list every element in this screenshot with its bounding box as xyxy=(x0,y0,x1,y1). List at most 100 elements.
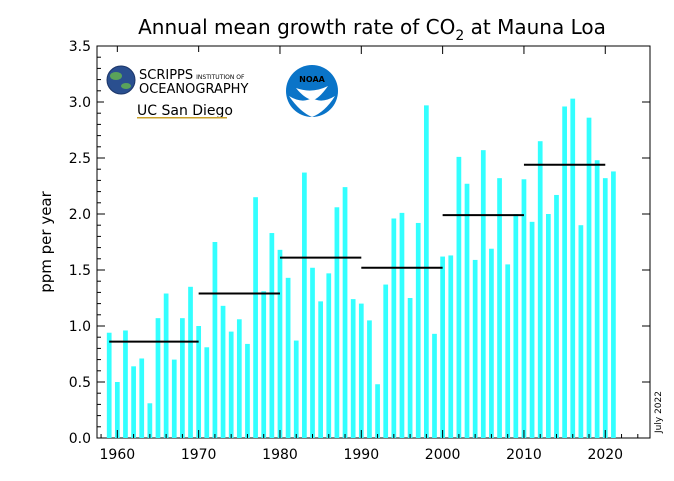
date-annotation: July 2022 xyxy=(654,391,664,434)
y-tick-label-1.5: 1.5 xyxy=(69,263,91,279)
noaa-logo: NOAA xyxy=(286,65,338,117)
x-tick-label-1970: 1970 xyxy=(181,447,217,463)
y-tick-label-2.5: 2.5 xyxy=(69,151,91,167)
bar-1983 xyxy=(302,172,307,438)
bar-1990 xyxy=(358,303,364,438)
y-tick-label-3.5: 3.5 xyxy=(69,39,91,55)
y-tick-label-0.0: 0.0 xyxy=(69,431,91,447)
bar-2003 xyxy=(464,183,470,438)
bar-2001 xyxy=(448,255,454,438)
bar-1964 xyxy=(147,403,153,438)
bar-2009 xyxy=(513,214,519,438)
noaa-logo-text: NOAA xyxy=(299,75,325,84)
globe-icon xyxy=(106,65,136,95)
bar-1994 xyxy=(391,218,397,438)
bar-1978 xyxy=(261,291,267,438)
bar-1976 xyxy=(245,343,250,438)
bar-2020 xyxy=(602,178,608,438)
bar-2006 xyxy=(489,248,494,438)
bar-1959 xyxy=(106,332,112,438)
bar-1972 xyxy=(212,242,218,438)
bar-2012 xyxy=(537,141,543,438)
bar-1980 xyxy=(277,249,283,438)
chart-title-subscript: 2 xyxy=(455,28,464,44)
scripps-logo: SCRIPPS INSTITUTION OF OCEANOGRAPHY UC Sa… xyxy=(104,52,256,124)
bar-2005 xyxy=(480,150,486,438)
scripps-logo-line1-text: SCRIPPS xyxy=(139,68,193,83)
scripps-logo-line2: OCEANOGRAPHY xyxy=(139,82,248,97)
x-tick-label-1980: 1980 xyxy=(262,447,298,463)
bar-1968 xyxy=(180,318,185,438)
ucsd-logo: UC San Diego xyxy=(137,103,233,119)
bar-1987 xyxy=(334,207,340,438)
bar-1992 xyxy=(375,384,380,438)
bar-1999 xyxy=(432,333,437,438)
plot-frame xyxy=(96,45,651,439)
bar-2007 xyxy=(497,178,502,438)
bar-1973 xyxy=(220,305,226,438)
decade-lines-group xyxy=(109,163,606,343)
y-tick-label-1.0: 1.0 xyxy=(69,319,91,335)
scripps-logo-line1-small: INSTITUTION OF xyxy=(196,74,245,81)
bar-2010 xyxy=(521,179,527,438)
chart-title-text: Annual mean growth rate of CO xyxy=(138,15,455,39)
bar-2014 xyxy=(554,194,559,438)
bar-1966 xyxy=(163,293,169,438)
chart-title-suffix: at Mauna Loa xyxy=(464,15,606,39)
bar-2011 xyxy=(529,221,535,438)
bar-2018 xyxy=(586,117,592,439)
bar-2019 xyxy=(594,160,600,439)
bar-1996 xyxy=(407,298,413,438)
bar-1985 xyxy=(318,301,323,438)
bar-1977 xyxy=(253,197,258,438)
bar-1960 xyxy=(114,382,120,438)
bar-1965 xyxy=(155,318,161,438)
bar-2004 xyxy=(472,259,478,438)
y-tick-label-2.0: 2.0 xyxy=(69,207,91,223)
y-tick-label-0.5: 0.5 xyxy=(69,375,91,391)
bar-1995 xyxy=(399,212,405,438)
x-tick-label-2020: 2020 xyxy=(587,447,623,463)
bars-group xyxy=(106,98,616,439)
bar-1971 xyxy=(204,347,210,438)
bar-1974 xyxy=(228,331,234,438)
bar-1989 xyxy=(350,299,356,438)
bar-2013 xyxy=(545,214,551,438)
bar-2000 xyxy=(440,256,445,438)
bar-1979 xyxy=(269,233,275,438)
scripps-logo-line1: SCRIPPS INSTITUTION OF xyxy=(139,68,245,83)
bar-1961 xyxy=(123,330,128,438)
bar-2016 xyxy=(570,98,576,438)
y-axis-label: ppm per year xyxy=(37,190,55,292)
bar-1986 xyxy=(326,273,332,438)
x-tick-label-1990: 1990 xyxy=(343,447,379,463)
bar-1997 xyxy=(415,222,421,438)
y-tick-label-3.0: 3.0 xyxy=(69,95,91,111)
bar-2021 xyxy=(611,171,616,438)
bar-2015 xyxy=(562,106,567,438)
x-tick-label-2000: 2000 xyxy=(425,447,461,463)
bar-1967 xyxy=(171,359,177,438)
bar-1982 xyxy=(293,340,299,438)
bar-2017 xyxy=(578,225,584,438)
bar-1984 xyxy=(310,267,315,438)
bar-1991 xyxy=(367,320,372,438)
bar-1963 xyxy=(139,358,145,438)
bar-2008 xyxy=(505,264,511,438)
bar-1962 xyxy=(131,366,136,438)
bar-1970 xyxy=(196,326,202,438)
x-axis: 1960 1970 1980 1990 2000 2010 2020 xyxy=(100,46,639,463)
bar-1988 xyxy=(342,187,348,438)
bar-1981 xyxy=(285,277,291,438)
y-axis: 0.0 0.5 1.0 1.5 2.0 2.5 3.0 3.5 xyxy=(69,39,650,447)
x-tick-label-2010: 2010 xyxy=(506,447,542,463)
bar-1969 xyxy=(188,286,193,438)
bar-1998 xyxy=(424,105,429,439)
x-tick-label-1960: 1960 xyxy=(100,447,136,463)
bar-2002 xyxy=(456,156,462,438)
chart-title: Annual mean growth rate of CO2 at Mauna … xyxy=(138,15,606,44)
bar-1975 xyxy=(236,319,242,438)
bar-1993 xyxy=(383,284,389,438)
